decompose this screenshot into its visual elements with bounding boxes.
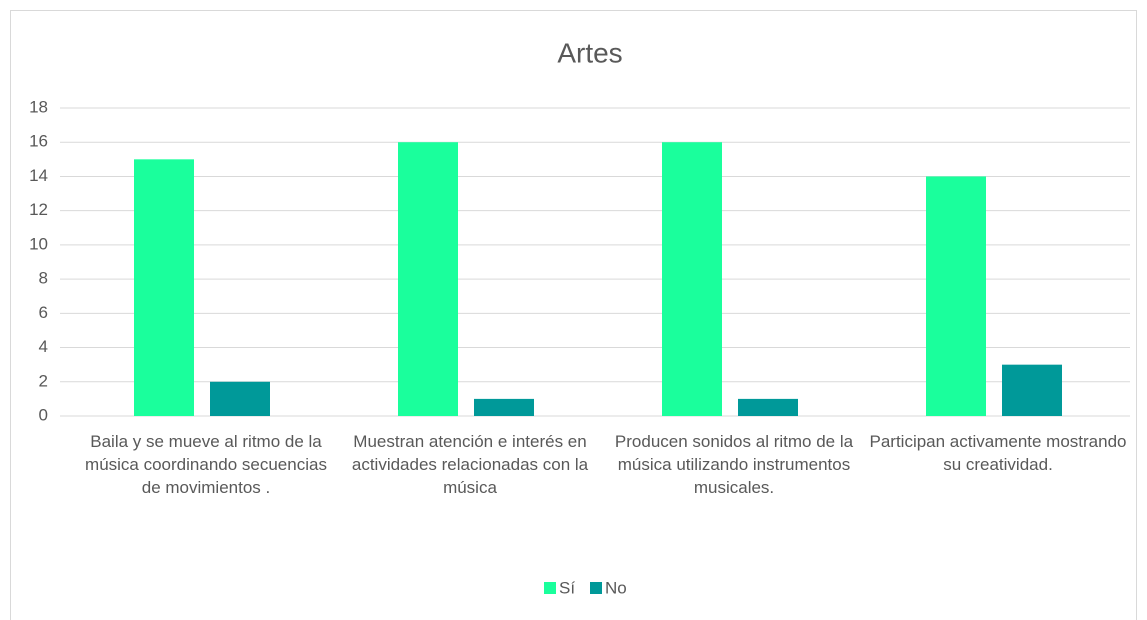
y-tick-label: 18 — [29, 97, 48, 116]
bar — [398, 142, 458, 416]
y-tick-label: 0 — [39, 405, 48, 424]
bar — [210, 381, 270, 416]
legend-swatch — [590, 582, 602, 594]
chart-title: Artes — [557, 37, 622, 68]
bar — [738, 398, 798, 416]
x-tick-label: Muestran atención e interés en actividad… — [351, 432, 589, 497]
y-tick-label: 8 — [39, 269, 48, 288]
x-tick-label: Baila y se mueve al ritmo de la música c… — [85, 432, 327, 497]
bar — [662, 142, 722, 416]
bar — [1002, 364, 1062, 416]
y-tick-label: 12 — [29, 200, 48, 219]
bar — [134, 159, 194, 417]
y-tick-label: 4 — [39, 337, 48, 356]
y-tick-label: 14 — [29, 166, 48, 185]
x-tick-label: Producen sonidos al ritmo de la música u… — [614, 432, 854, 497]
x-tick-label: Participan activamente mostrando su crea… — [869, 432, 1127, 474]
bar — [474, 398, 534, 416]
legend-swatch — [544, 582, 556, 594]
legend-label: Sí — [559, 578, 575, 597]
legend-label: No — [605, 578, 627, 597]
y-tick-label: 6 — [39, 303, 48, 322]
y-tick-label: 16 — [29, 132, 48, 151]
chart-border — [10, 10, 1137, 620]
bar — [926, 176, 986, 416]
y-tick-label: 10 — [29, 234, 48, 253]
y-tick-label: 2 — [39, 371, 48, 390]
